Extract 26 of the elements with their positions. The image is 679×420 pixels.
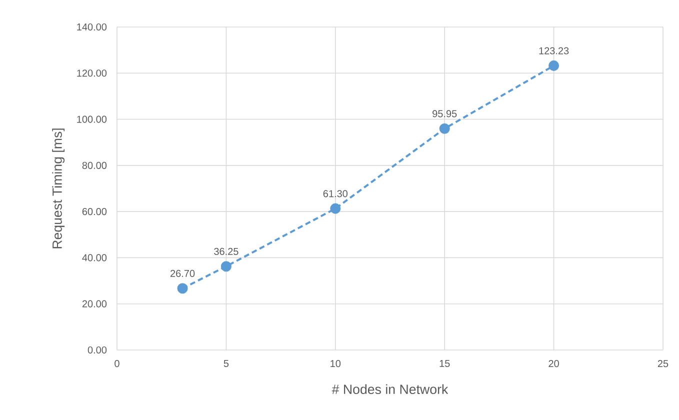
y-tick-label: 100.00 (77, 116, 107, 123)
point (548, 60, 560, 71)
y-tick-label: 60.00 (82, 208, 107, 216)
x-tick-label: 20 (548, 360, 559, 368)
x-tick-label: 0 (114, 360, 120, 368)
data-label: 61.30 (323, 190, 348, 198)
x-tick-label: 25 (658, 360, 668, 368)
data-label: 123.23 (539, 47, 569, 54)
y-tick-label: 40.00 (82, 254, 107, 262)
x-tick-label: 5 (224, 360, 229, 368)
x-axis-title: # Nodes in Network (332, 384, 448, 394)
y-tick-label: 20.00 (82, 300, 107, 308)
point (220, 261, 232, 272)
y-tick-label: 0.00 (88, 346, 107, 354)
data-label: 95.95 (432, 110, 457, 118)
y-axis-title: Request Timing [ms] (52, 128, 65, 248)
data-label: 36.25 (214, 248, 238, 255)
point (439, 123, 450, 134)
x-tick-label: 15 (440, 360, 450, 368)
point (177, 283, 188, 294)
y-tick-label: 140.00 (77, 23, 107, 31)
x-tick-label: 10 (330, 360, 341, 368)
data-label: 26.70 (170, 270, 195, 278)
y-tick-label: 120.00 (77, 70, 107, 77)
y-tick-label: 80.00 (82, 162, 107, 169)
point (330, 203, 341, 214)
